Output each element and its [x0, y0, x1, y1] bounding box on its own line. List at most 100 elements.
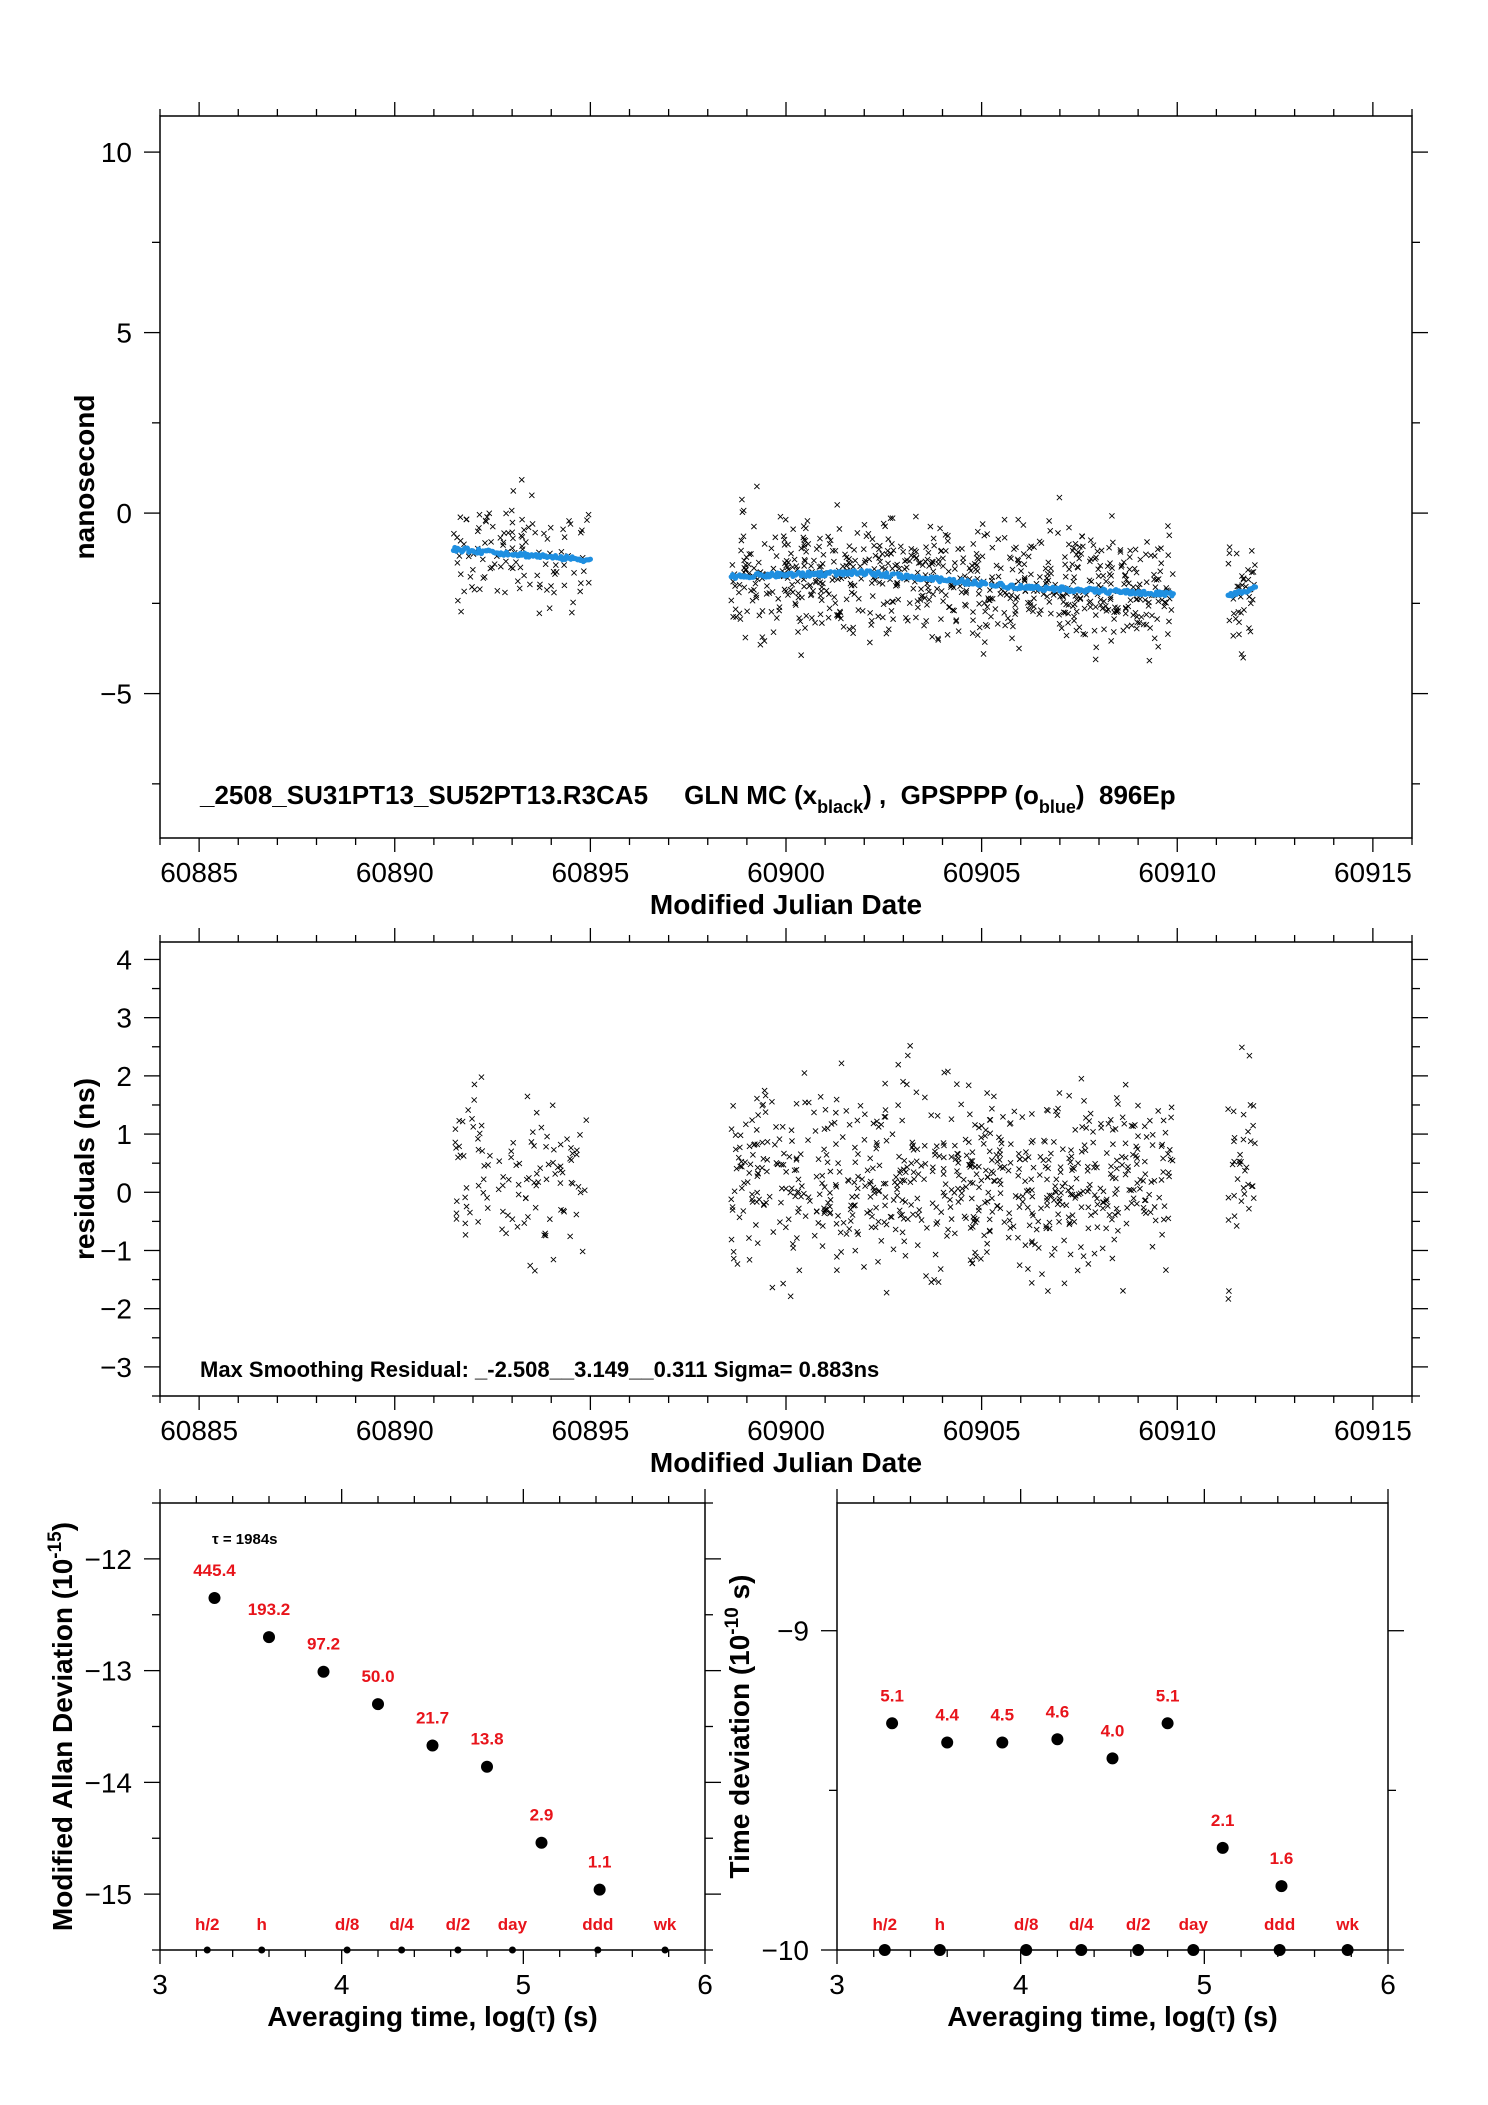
- data-point-x: [740, 1208, 747, 1214]
- data-point-x: [480, 1176, 487, 1183]
- data-point-x: [1015, 1234, 1021, 1241]
- data-point-x: [1011, 546, 1017, 552]
- data-point-x: [1085, 1260, 1092, 1267]
- data-point-x: [930, 591, 936, 598]
- data-point-x: [852, 1247, 859, 1254]
- data-point-x: [869, 1165, 876, 1172]
- data-point-x: [457, 1152, 464, 1159]
- data-point-x: [928, 1279, 935, 1286]
- data-point-x: [1061, 1280, 1068, 1287]
- data-point-x: [839, 1134, 846, 1140]
- data-point-x: [904, 617, 911, 624]
- data-point-x: [1016, 1204, 1023, 1210]
- data-point-x: [547, 524, 554, 531]
- data-point-blue: [1252, 584, 1259, 590]
- data-point-x: [1081, 1097, 1087, 1104]
- data-point-x: [965, 1139, 972, 1146]
- data-point-x: [1113, 1205, 1120, 1212]
- data-point-x: [465, 1107, 472, 1113]
- data-point-x: [1235, 609, 1242, 615]
- data-point-x: [577, 1131, 583, 1138]
- data-point-x: [521, 1220, 528, 1226]
- period-marker-dot: [661, 1946, 669, 1954]
- data-point-x: [764, 1156, 771, 1163]
- data-point-x: [790, 526, 797, 533]
- data-point-x: [531, 1267, 538, 1274]
- data-point-x: [577, 1189, 584, 1196]
- data-point-x: [467, 573, 474, 580]
- x-tick-label: 5: [516, 1969, 532, 2000]
- data-point-x: [1050, 1138, 1057, 1145]
- data-point-x: [1168, 606, 1175, 613]
- period-marker-dot: [258, 1946, 266, 1954]
- data-point-x: [1046, 598, 1053, 605]
- data-point-x: [508, 564, 514, 571]
- data-point-x: [988, 1105, 995, 1112]
- data-point-x: [1125, 580, 1132, 587]
- data-point-x: [884, 551, 890, 558]
- data-point-x: [1038, 1205, 1044, 1212]
- data-point-x: [965, 1082, 972, 1089]
- data-point-x: [868, 621, 875, 628]
- data-point-x: [978, 1122, 985, 1129]
- data-point-x: [855, 595, 862, 602]
- data-point-x: [969, 630, 976, 637]
- data-point-x: [937, 1266, 944, 1272]
- data-point-x: [756, 1196, 763, 1203]
- data-point-x: [779, 1123, 786, 1130]
- data-point-x: [817, 611, 824, 618]
- data-point-x: [895, 596, 902, 603]
- data-point-x: [1238, 1198, 1245, 1205]
- data-point-x: [940, 1154, 947, 1161]
- data-point-x: [1151, 635, 1158, 642]
- data-point-x: [833, 1096, 840, 1103]
- data-point-x: [986, 1228, 993, 1235]
- data-point-x: [557, 1141, 564, 1148]
- data-point-x: [812, 1128, 819, 1134]
- data-point-x: [1141, 1208, 1148, 1215]
- data-point-x: [792, 602, 799, 608]
- data-point-x: [1090, 1139, 1097, 1146]
- deviation-value-label: 1.1: [588, 1853, 612, 1872]
- data-point-x: [836, 1169, 843, 1175]
- data-point-x: [1053, 1176, 1060, 1183]
- data-point-blue: [983, 581, 989, 587]
- data-point-x: [566, 518, 572, 524]
- data-point-x: [990, 1170, 997, 1177]
- data-point-x: [1028, 1176, 1035, 1183]
- data-point-x: [843, 596, 850, 603]
- data-point-x: [1027, 602, 1034, 608]
- data-point-x: [815, 1156, 822, 1163]
- data-point-x: [875, 1123, 882, 1130]
- data-point-x: [971, 560, 978, 567]
- data-point-x: [515, 1191, 522, 1198]
- period-marker-dot: [1132, 1944, 1145, 1956]
- data-point-x: [883, 1137, 890, 1144]
- data-point-x: [1118, 562, 1125, 569]
- data-point-x: [1072, 1192, 1079, 1199]
- data-point-x: [575, 1183, 582, 1190]
- data-point-x: [819, 1223, 826, 1229]
- data-point-x: [1045, 559, 1052, 566]
- data-point-x: [825, 1199, 831, 1206]
- data-point-x: [914, 604, 921, 611]
- data-point-x: [1020, 522, 1027, 528]
- data-point-x: [953, 617, 960, 624]
- data-point-x: [888, 541, 895, 547]
- data-point-x: [1109, 1216, 1115, 1223]
- data-point-x: [980, 1140, 987, 1147]
- data-point-x: [864, 1167, 871, 1174]
- data-point-x: [517, 564, 524, 571]
- data-point-x: [1118, 563, 1125, 570]
- data-point-x: [494, 587, 501, 594]
- data-point-x: [981, 532, 988, 539]
- data-point-x: [1113, 1157, 1120, 1164]
- data-point-x: [989, 1195, 995, 1202]
- plot-frame: [836, 1502, 1389, 1951]
- data-point-x: [838, 1249, 845, 1255]
- data-point-x: [509, 1216, 516, 1223]
- data-point-x: [850, 1202, 857, 1209]
- data-point-x: [1149, 1142, 1156, 1148]
- data-point-x: [1225, 1288, 1232, 1295]
- data-point-x: [1071, 574, 1078, 581]
